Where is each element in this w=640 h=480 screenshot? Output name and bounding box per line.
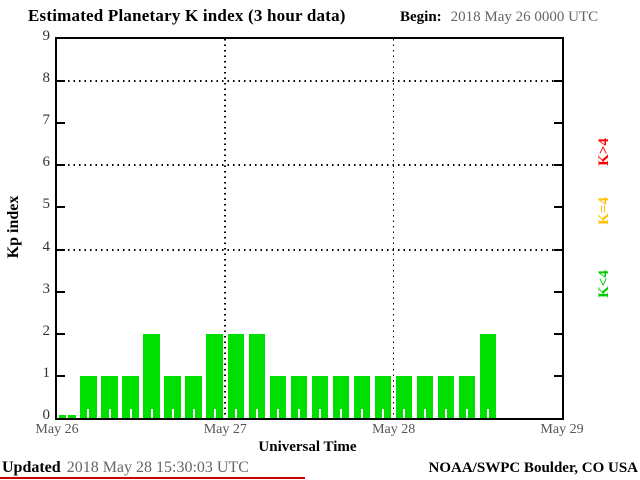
y-tick-mark — [57, 122, 65, 125]
bar-tick-notch — [487, 409, 490, 418]
y-tick-mark — [554, 206, 562, 209]
kp-bar — [185, 375, 202, 418]
bar-tick-notch — [171, 409, 174, 418]
kp-bar — [248, 333, 265, 418]
updated-value: 2018 May 28 15:30:03 UTC — [66, 459, 249, 476]
kp-bar — [101, 375, 118, 418]
x-axis-title: Universal Time — [258, 439, 357, 455]
kp-bar — [122, 375, 139, 418]
x-tick-label: May 28 — [372, 422, 416, 437]
bar-tick-notch — [318, 409, 321, 418]
y-tick-label: 8 — [42, 70, 51, 87]
kp-bar — [206, 333, 223, 418]
bar-tick-notch — [382, 409, 385, 418]
y-tick-label: 3 — [42, 280, 51, 297]
updated-caption: Updated 2018 May 28 15:30:03 UTC — [2, 459, 249, 477]
bar-tick-notch — [466, 409, 469, 418]
y-tick-mark — [57, 332, 65, 335]
kp-bar — [353, 375, 371, 418]
y-tick-mark — [554, 122, 562, 125]
bar-tick-notch — [424, 409, 427, 418]
bar-tick-notch — [339, 409, 342, 418]
updated-underline — [0, 477, 305, 479]
y-tick-label: 7 — [42, 112, 51, 129]
begin-value: 2018 May 26 0000 UTC — [450, 9, 599, 25]
y-tick-mark — [554, 290, 562, 293]
bar-tick-notch — [297, 409, 300, 418]
y-tick-mark — [57, 248, 65, 251]
y-tick-label: 6 — [42, 154, 51, 171]
y-axis-title: Kp index — [5, 195, 22, 259]
kp-bar — [332, 375, 350, 418]
kp-bar — [143, 333, 160, 418]
x-tick-label: May 27 — [203, 422, 247, 437]
bar-tick-notch — [255, 409, 258, 418]
bar-tick-notch — [66, 409, 69, 418]
chart-title: Estimated Planetary K index (3 hour data… — [28, 6, 346, 25]
kp-bar — [80, 375, 97, 418]
updated-label: Updated — [2, 459, 61, 476]
legend-k-lt-4: K<4 — [596, 270, 612, 298]
bar-tick-notch — [445, 409, 448, 418]
kp-bar — [311, 375, 329, 418]
legend-k-gt-4: K>4 — [596, 138, 612, 166]
y-tick-mark — [57, 290, 65, 293]
kp-bar — [395, 375, 413, 418]
y-tick-label: 1 — [42, 364, 51, 381]
y-tick-mark — [554, 374, 562, 377]
y-tick-mark — [554, 332, 562, 335]
bar-tick-notch — [361, 409, 363, 418]
kp-bar — [458, 375, 476, 418]
y-tick-mark — [554, 248, 562, 251]
legend-k-eq-4: K=4 — [596, 197, 612, 225]
bar-tick-notch — [108, 409, 111, 418]
y-tick-label: 9 — [42, 28, 51, 44]
bar-tick-notch — [87, 409, 90, 418]
kp-bar — [416, 375, 434, 418]
y-tick-mark — [554, 80, 562, 83]
bar-tick-notch — [276, 409, 279, 418]
kp-bar — [290, 375, 308, 418]
y-tick-label: 2 — [42, 322, 51, 339]
bar-tick-notch — [213, 409, 216, 418]
bar-tick-notch — [150, 409, 153, 418]
y-tick-mark — [554, 164, 562, 167]
x-tick-label: May 26 — [35, 422, 79, 437]
x-tick-label: May 29 — [540, 422, 584, 437]
kp-bar — [269, 375, 287, 418]
bar-tick-notch — [192, 409, 195, 418]
kp-bar — [437, 375, 455, 418]
plot-area — [55, 37, 564, 420]
kp-bar — [227, 333, 244, 418]
y-tick-mark — [57, 80, 65, 83]
y-tick-mark — [57, 374, 65, 377]
bar-tick-notch — [234, 409, 237, 418]
gridline-kp-4 — [57, 248, 562, 251]
y-tick-mark — [57, 206, 65, 209]
day-gridline — [392, 39, 395, 418]
kp-bar — [59, 409, 76, 418]
y-tick-label: 4 — [42, 238, 51, 255]
bar-tick-notch — [129, 409, 132, 418]
kp-bar — [164, 375, 181, 418]
gridline-kp-8 — [57, 80, 562, 83]
y-tick-mark — [57, 164, 65, 167]
day-gridline — [224, 39, 226, 418]
kp-bar — [374, 375, 392, 418]
begin-label: Begin: — [400, 9, 442, 25]
y-tick-label: 5 — [42, 196, 51, 213]
kp-bar — [480, 333, 497, 418]
begin-caption: Begin: 2018 May 26 0000 UTC — [400, 9, 598, 26]
credit-text: NOAA/SWPC Boulder, CO USA — [428, 460, 638, 476]
y-tick-label: 0 — [42, 407, 51, 423]
gridline-kp-6 — [57, 164, 562, 167]
bar-tick-notch — [403, 409, 406, 418]
